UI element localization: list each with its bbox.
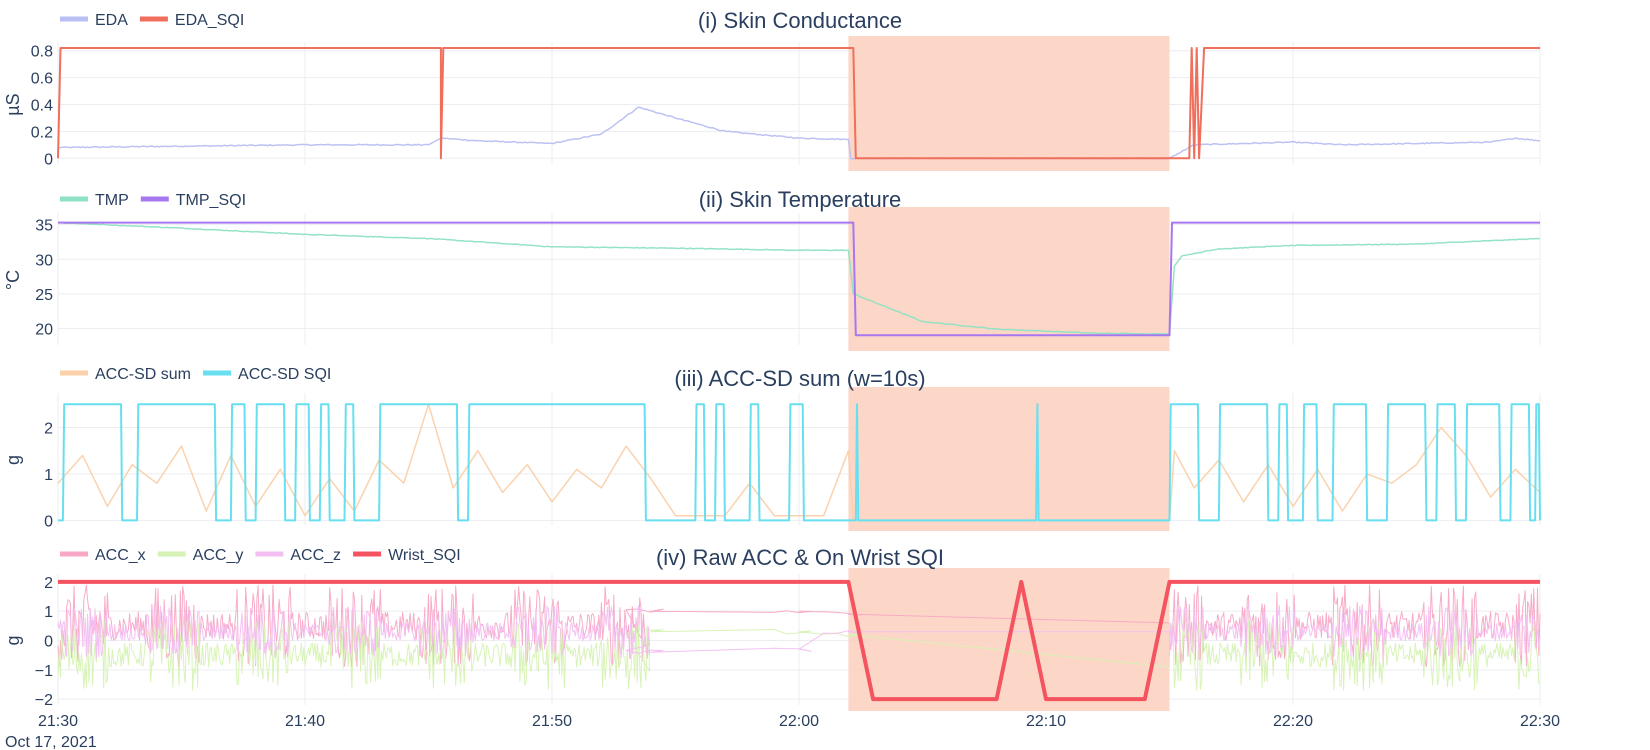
panel-1: 0 0.2 0.4 0.6 0.8 µS (i) Skin Conductance EDA ED…	[3, 8, 1541, 171]
legend-item-wrist-sqi: Wrist_SQI	[353, 547, 461, 564]
legend-item-acc-z: ACC_z	[255, 547, 341, 564]
panel-title: (iv) Raw ACC & On Wrist SQI	[656, 545, 944, 570]
panel-title: (i) Skin Conductance	[698, 8, 902, 33]
legend-item-eda: EDA	[60, 12, 128, 29]
x-axis-date-label: Oct 17, 2021	[5, 734, 97, 750]
x-tick-label: 21:30	[38, 713, 78, 730]
y-tick-label: 0.8	[31, 44, 53, 61]
y-tick-label: 0	[44, 151, 53, 168]
legend-label: EDA	[95, 12, 128, 29]
legend-label: ACC_y	[193, 547, 244, 564]
panel-2: 20 25 30 35 °C (ii) Skin Temperature TMP TMP_SQ…	[3, 187, 1541, 351]
x-tick-label: 22:30	[1520, 713, 1560, 730]
legend-item-acc-y: ACC_y	[157, 547, 244, 564]
series-line-acc-sd-sqi	[58, 403, 1541, 522]
legend-label: Wrist_SQI	[388, 547, 461, 564]
y-tick-label: 30	[35, 252, 53, 269]
y-tick-label: 0	[44, 513, 53, 530]
legend-label: ACC-SD sum	[95, 366, 191, 383]
y-tick-label: −1	[35, 663, 53, 680]
y-tick-label: −2	[35, 692, 53, 709]
y-tick-label: 20	[35, 321, 53, 338]
x-tick-label: 22:20	[1273, 713, 1313, 730]
legend-label: EDA_SQI	[175, 12, 244, 29]
y-tick-label: 0.6	[31, 71, 53, 88]
legend-label: TMP_SQI	[176, 192, 246, 209]
y-tick-label: 1	[44, 604, 53, 621]
panel-3: 0 1 2 g (iii) ACC-SD sum (w=10s) ACC-SD sum AC…	[3, 366, 1541, 531]
y-tick-label: 25	[35, 287, 53, 304]
y-tick-label: 0.4	[31, 98, 53, 115]
legend-label: ACC-SD SQI	[238, 366, 331, 383]
y-tick-label: 2	[44, 575, 53, 592]
series-line-acc-z	[57, 605, 1541, 659]
legend-item-tmp-sqi: TMP_SQI	[140, 192, 246, 209]
x-tick-label: 22:00	[779, 713, 819, 730]
legend-item-tmp: TMP	[60, 192, 129, 209]
y-tick-label: 1	[44, 467, 53, 484]
legend-item-acc-sd-sum: ACC-SD sum	[60, 366, 191, 383]
y-axis-label: g	[3, 635, 23, 645]
x-tick-label: 21:50	[532, 713, 572, 730]
legend-item-eda-sqi: EDA_SQI	[139, 12, 244, 29]
panel-title: (ii) Skin Temperature	[699, 187, 902, 212]
legend-item-acc-x: ACC_x	[60, 547, 146, 564]
subplot-panels: 0 0.2 0.4 0.6 0.8 µS (i) Skin Conductance EDA ED…	[3, 8, 1541, 711]
series-line-wrist-sqi	[58, 579, 1540, 702]
y-tick-label: 35	[35, 218, 53, 235]
series-line-eda-sqi	[57, 47, 1540, 160]
x-tick-label: 21:40	[285, 713, 325, 730]
y-tick-label: 0	[44, 634, 53, 651]
legend-label: TMP	[95, 192, 129, 209]
y-tick-label: 2	[44, 421, 53, 438]
x-tick-label: 22:10	[1026, 713, 1066, 730]
series-line-tmp-sqi	[58, 221, 1540, 337]
shaded-region	[848, 207, 1170, 351]
y-axis-label: g	[3, 455, 23, 465]
shaded-region	[848, 36, 1170, 171]
x-axis: 21:30 21:40 21:50 22:00 22:10 22:20 22:30	[38, 713, 1560, 730]
shaded-region	[848, 387, 1170, 531]
y-axis-label: °C	[3, 270, 23, 290]
y-tick-label: 0.2	[31, 124, 53, 141]
legend-item-acc-sd-sqi: ACC-SD SQI	[203, 366, 331, 383]
panel-4: −2 −1 0 1 2 g (iv) Raw ACC & On Wrist SQI ACC_x…	[3, 545, 1541, 711]
y-axis-label: µS	[3, 93, 23, 115]
panel-title: (iii) ACC-SD sum (w=10s)	[674, 366, 925, 391]
series-line-eda	[57, 106, 1541, 160]
legend-label: ACC_z	[290, 547, 341, 564]
series-line-tmp	[58, 221, 1541, 335]
legend-label: ACC_x	[95, 547, 146, 564]
